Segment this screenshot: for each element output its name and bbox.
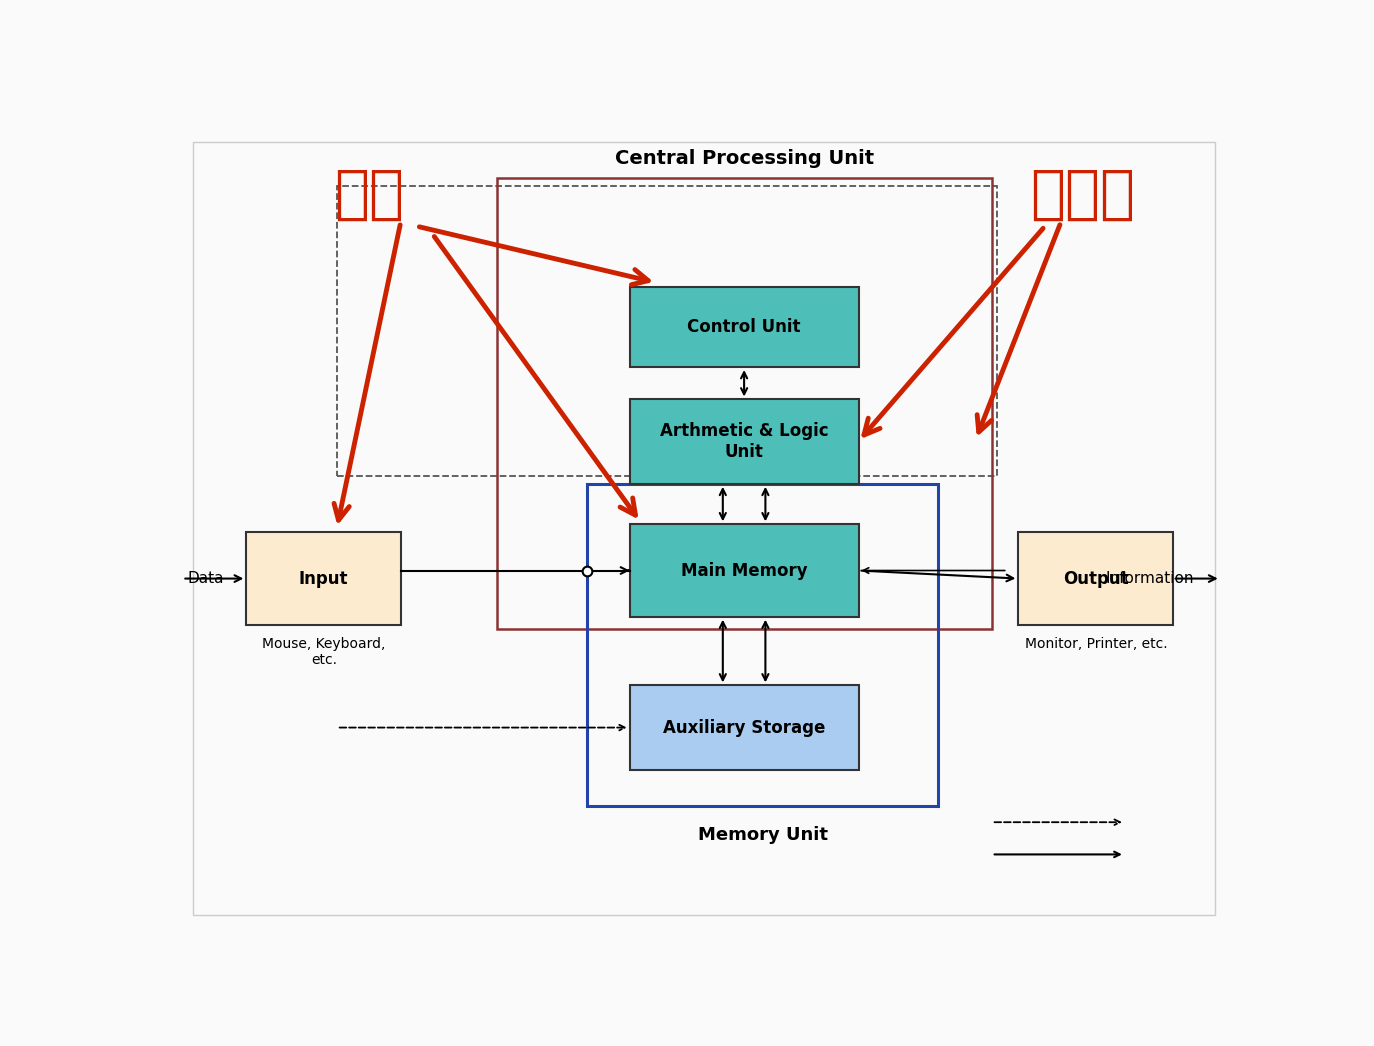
Text: Memory Unit: Memory Unit <box>698 826 827 844</box>
Bar <box>629 400 859 484</box>
Text: Input: Input <box>298 570 348 588</box>
Text: Arthmetic & Logic
Unit: Arthmetic & Logic Unit <box>660 423 829 461</box>
Text: Auxiliary Storage: Auxiliary Storage <box>662 719 826 736</box>
Text: Information: Information <box>1106 571 1194 586</box>
Bar <box>587 484 938 806</box>
Bar <box>629 287 859 367</box>
Bar <box>246 532 401 624</box>
Bar <box>337 186 998 476</box>
Text: Mouse, Keyboard,
etc.: Mouse, Keyboard, etc. <box>262 637 386 667</box>
Text: Data: Data <box>188 571 224 586</box>
Text: Main Memory: Main Memory <box>680 562 808 579</box>
Text: Monitor, Printer, etc.: Monitor, Printer, etc. <box>1025 637 1168 651</box>
Text: Output: Output <box>1062 570 1128 588</box>
Bar <box>629 685 859 770</box>
Text: Control Unit: Control Unit <box>687 318 801 336</box>
Bar <box>496 178 992 629</box>
Text: 블록: 블록 <box>334 165 404 223</box>
Text: Central Processing Unit: Central Processing Unit <box>614 150 874 168</box>
Text: 연결선: 연결선 <box>1029 165 1135 223</box>
Bar <box>629 524 859 617</box>
Bar <box>1018 532 1173 624</box>
